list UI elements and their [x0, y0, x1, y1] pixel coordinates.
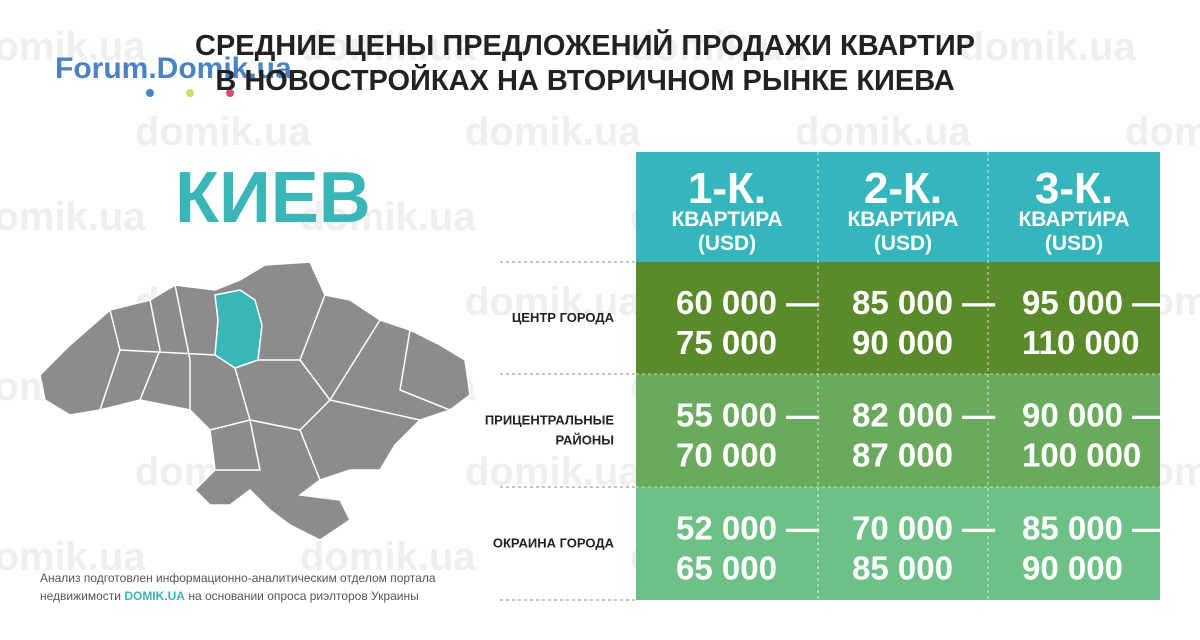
footnote-text: на основании опроса риэлторов Украины: [185, 589, 419, 603]
column-unit: (USD): [698, 232, 756, 255]
cell-value: 75 000: [676, 324, 777, 361]
title-line: В НОВОСТРОЙКАХ НА ВТОРИЧНОМ РЫНКЕ КИЕВА: [215, 63, 954, 97]
kyiv-region: [214, 289, 263, 369]
cell-value: 85 000 —: [1022, 510, 1165, 547]
cell-value: 55 000 —: [676, 397, 819, 434]
cell-value: 52 000 —: [676, 510, 819, 547]
row-label: ОКРАИНА ГОРОДА: [493, 536, 615, 551]
row-label: РАЙОНЫ: [556, 433, 615, 448]
column-type: КВАРТИРА: [1018, 208, 1129, 231]
footnote: недвижимости DOMIK.UA на основании опрос…: [40, 589, 419, 603]
cell-value: 90 000: [852, 324, 953, 361]
watermark: domik.ua: [0, 535, 146, 579]
cell-value: 95 000 —: [1022, 284, 1165, 321]
row-label: ЦЕНТР ГОРОДА: [512, 310, 615, 325]
cell-value: 65 000: [676, 550, 777, 587]
cell-value: 100 000: [1022, 437, 1141, 474]
cell-value: 90 000: [1022, 550, 1123, 587]
logo: Forum.Domik.ua: [55, 52, 292, 85]
watermark: domik.ua: [795, 110, 971, 154]
column-type: КВАРТИРА: [671, 208, 782, 231]
cell-value: 82 000 —: [852, 397, 995, 434]
city: КИЕВ: [175, 158, 371, 238]
column-type: КВАРТИРА: [847, 208, 958, 231]
column-unit: (USD): [1045, 232, 1103, 255]
cell-value: 90 000 —: [1022, 397, 1165, 434]
row-bg: [636, 487, 1160, 600]
watermark: domik.ua: [960, 25, 1136, 69]
region-borders: [99, 284, 451, 481]
map: [39, 261, 471, 541]
watermark: domik.ua: [465, 110, 641, 154]
row-bg: [636, 262, 1160, 374]
footnote: Анализ подготовлен информационно-аналити…: [40, 571, 436, 585]
logo-dot: [226, 89, 234, 97]
watermark: domik.ua: [135, 110, 311, 154]
column-rooms: 2-К.: [864, 164, 942, 213]
row-bg: [636, 374, 1160, 487]
watermark: domik.ua: [0, 195, 146, 239]
country: [39, 261, 471, 541]
watermark: domik.ua: [630, 25, 806, 69]
watermark: domik.ua: [0, 25, 146, 69]
watermark: domik.ua: [300, 195, 476, 239]
watermark: domik.ua: [1125, 110, 1200, 154]
row-label: ПРИЦЕНТРАЛЬНЫЕ: [485, 413, 615, 428]
cell-value: 110 000: [1022, 324, 1139, 361]
cell-value: 70 000 —: [852, 510, 995, 547]
price-table: 1-К.КВАРТИРА(USD)2-К.КВАРТИРА(USD)3-К.КВ…: [485, 152, 1165, 601]
watermark: domik.ua: [465, 450, 641, 494]
column-rooms: 3-К.: [1035, 164, 1113, 213]
cell-value: 85 000 —: [852, 284, 995, 321]
column-rooms: 1-К.: [688, 164, 766, 213]
cell-value: 85 000: [852, 550, 953, 587]
cell-value: 60 000 —: [676, 284, 819, 321]
logo-dot: [146, 89, 154, 97]
footnote-text: недвижимости: [40, 589, 124, 603]
logo-dot: [186, 89, 194, 97]
cell-value: 70 000: [676, 437, 777, 474]
title-line: СРЕДНИЕ ЦЕНЫ ПРЕДЛОЖЕНИЙ ПРОДАЖИ КВАРТИР: [195, 28, 975, 62]
footnote-link: DOMIK.UA: [124, 589, 185, 603]
cell-value: 87 000: [852, 437, 953, 474]
column-unit: (USD): [874, 232, 932, 255]
header-bg: [636, 152, 1160, 262]
watermark: domik.ua: [300, 25, 476, 69]
watermark: domik.ua: [465, 280, 641, 324]
watermark: domik.ua: [300, 535, 476, 579]
